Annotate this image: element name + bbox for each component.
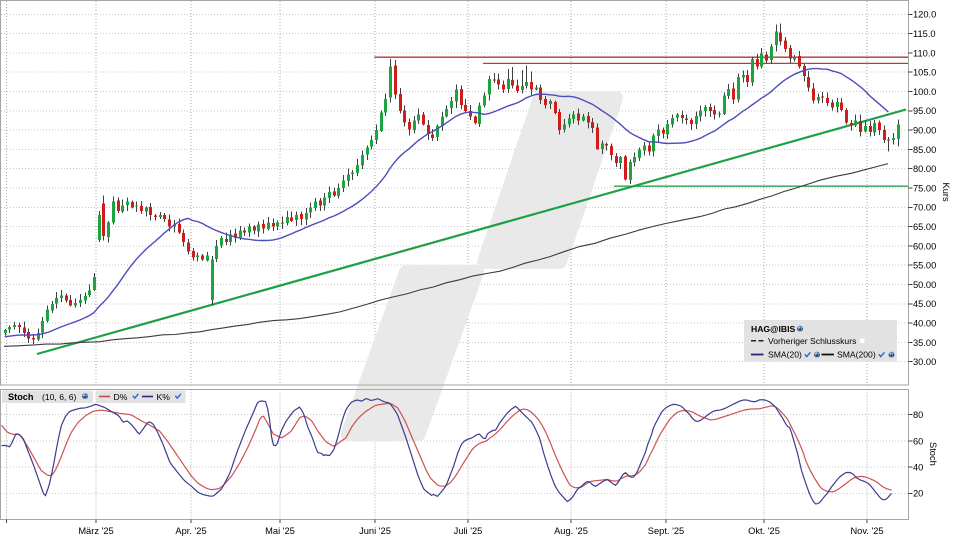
svg-text:SMA(200): SMA(200) xyxy=(837,350,876,360)
svg-text:110.0: 110.0 xyxy=(913,48,936,58)
svg-text:95.00: 95.00 xyxy=(913,106,936,116)
svg-text:55.00: 55.00 xyxy=(913,261,936,271)
svg-text:50.00: 50.00 xyxy=(913,280,936,290)
svg-text:Vorheriger Schlusskurs: Vorheriger Schlusskurs xyxy=(768,336,856,346)
svg-text:70.00: 70.00 xyxy=(913,203,936,213)
svg-text:115.0: 115.0 xyxy=(913,29,936,39)
svg-text:K%: K% xyxy=(157,392,171,402)
svg-text:30.00: 30.00 xyxy=(913,357,936,367)
svg-text:90.00: 90.00 xyxy=(913,126,936,136)
svg-text:Juli '25: Juli '25 xyxy=(454,526,483,536)
svg-text:D%: D% xyxy=(114,392,128,402)
svg-text:35.00: 35.00 xyxy=(913,338,936,348)
svg-text:40.00: 40.00 xyxy=(913,319,936,329)
svg-text:105.0: 105.0 xyxy=(913,68,936,78)
svg-text:Stoch: Stoch xyxy=(928,442,938,466)
svg-text:80.00: 80.00 xyxy=(913,164,936,174)
svg-text:60: 60 xyxy=(913,436,923,446)
svg-text:40: 40 xyxy=(913,463,923,473)
svg-text:20: 20 xyxy=(913,489,923,499)
svg-text:Okt. '25: Okt. '25 xyxy=(748,526,780,536)
svg-text:(10, 6, 6): (10, 6, 6) xyxy=(42,392,77,402)
svg-text:SMA(20): SMA(20) xyxy=(768,350,802,360)
svg-text:100.0: 100.0 xyxy=(913,87,936,97)
svg-text:75.00: 75.00 xyxy=(913,183,936,193)
svg-text:Nov. '25: Nov. '25 xyxy=(850,526,883,536)
svg-text:65.00: 65.00 xyxy=(913,222,936,232)
svg-text:120.0: 120.0 xyxy=(913,10,936,20)
svg-text:Kurs: Kurs xyxy=(941,183,951,202)
svg-text:85.00: 85.00 xyxy=(913,145,936,155)
svg-text:Mai '25: Mai '25 xyxy=(265,526,295,536)
svg-text:Stoch: Stoch xyxy=(8,392,34,402)
svg-text:Aug. '25: Aug. '25 xyxy=(554,526,588,536)
svg-text:HAG@IBIS: HAG@IBIS xyxy=(751,324,795,334)
svg-text:60.00: 60.00 xyxy=(913,241,936,251)
svg-text:45.00: 45.00 xyxy=(913,299,936,309)
svg-text:Juni '25: Juni '25 xyxy=(359,526,391,536)
svg-text:Apr. '25: Apr. '25 xyxy=(175,526,206,536)
svg-text:80: 80 xyxy=(913,410,923,420)
svg-text:März '25: März '25 xyxy=(78,526,113,536)
svg-text:Sept. '25: Sept. '25 xyxy=(648,526,684,536)
